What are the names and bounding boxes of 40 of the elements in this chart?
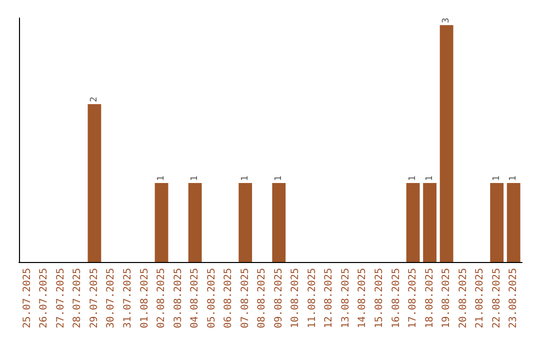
x-tick-label: 22.08.2025 [491, 268, 502, 328]
x-tick-label: 17.08.2025 [408, 268, 419, 328]
data-label: 1 [240, 176, 250, 182]
x-tick-label: 07.08.2025 [240, 268, 251, 328]
x-tick-label: 19.08.2025 [441, 268, 452, 328]
data-label: 1 [190, 176, 200, 182]
data-label: 1 [408, 176, 418, 182]
x-tick-label: 16.08.2025 [390, 268, 402, 328]
x-tick-label: 30.07.2025 [106, 268, 117, 328]
x-tick-label: 04.08.2025 [190, 268, 201, 328]
x-tick-label: 21.08.2025 [474, 268, 486, 328]
data-label: 1 [508, 176, 519, 182]
x-tick-label: 29.07.2025 [88, 268, 100, 328]
x-tick-label: 01.08.2025 [139, 268, 150, 328]
data-label: 2 [89, 96, 100, 102]
x-tick-label: 02.08.2025 [156, 268, 168, 328]
data-label: 3 [442, 18, 452, 24]
x-tick-label: 31.07.2025 [122, 268, 134, 328]
x-tick-label: 15.08.2025 [374, 268, 385, 328]
x-tick-label: 03.08.2025 [172, 268, 184, 328]
x-tick-label: 23.08.2025 [508, 268, 520, 328]
x-tick-label: 11.08.2025 [306, 268, 318, 328]
data-label: 1 [424, 176, 435, 182]
x-tick-label: 25.07.2025 [22, 268, 33, 328]
x-tick-label: 05.08.2025 [206, 268, 218, 328]
data-label: 1 [156, 176, 167, 182]
x-tick-label: 18.08.2025 [424, 268, 436, 328]
x-tick-label: 28.07.2025 [72, 268, 84, 328]
data-label: 1 [492, 176, 502, 182]
x-tick-label: 10.08.2025 [290, 268, 302, 328]
x-tick-label: 12.08.2025 [324, 268, 335, 328]
x-tick-label: 06.08.2025 [223, 268, 234, 328]
x-tick-label: 26.07.2025 [38, 268, 50, 328]
x-tick-label: 14.08.2025 [357, 268, 368, 328]
x-tick-label: 08.08.2025 [256, 268, 268, 328]
x-tick-label: 13.08.2025 [340, 268, 352, 328]
x-tick-label: 09.08.2025 [273, 268, 284, 328]
x-tick-label: 20.08.2025 [458, 268, 469, 328]
data-label: 1 [274, 176, 284, 182]
x-tick-label: 27.07.2025 [55, 268, 66, 328]
